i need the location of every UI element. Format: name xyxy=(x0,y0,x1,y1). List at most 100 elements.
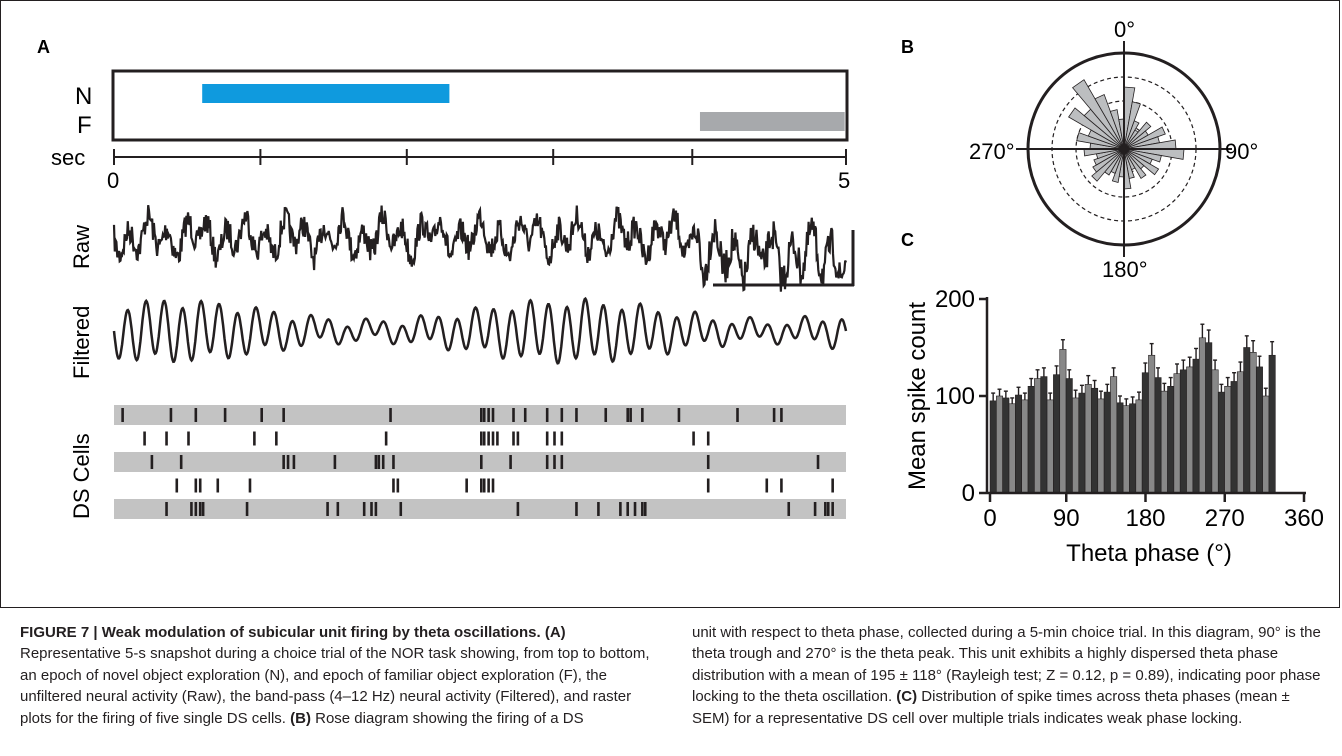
epoch-bars xyxy=(202,84,844,131)
spike-count-bar xyxy=(1168,386,1174,493)
spike-tick xyxy=(253,432,256,446)
spike-count-bar xyxy=(990,401,996,493)
spike-tick xyxy=(509,455,512,469)
spike-count-bar xyxy=(1117,403,1123,493)
spike-count-bar xyxy=(1110,377,1116,493)
spike-tick xyxy=(480,432,483,446)
spike-tick xyxy=(202,502,205,516)
spike-count-bar xyxy=(1212,370,1218,493)
spike-tick xyxy=(736,408,739,422)
spike-count-bar xyxy=(1009,404,1015,493)
spike-tick xyxy=(817,455,820,469)
spike-tick xyxy=(575,408,578,422)
spike-tick xyxy=(480,408,483,422)
spike-count-bar xyxy=(1269,355,1275,493)
rose-label-90: 90° xyxy=(1225,139,1258,164)
spike-tick xyxy=(575,502,578,516)
spike-count-bar xyxy=(1072,398,1078,493)
x-axis-label: Theta phase (°) xyxy=(1066,540,1232,567)
caption-tag-a: (A) xyxy=(545,624,566,641)
spike-tick xyxy=(629,408,632,422)
spike-count-chart: 01002000 90 180 270 360 xyxy=(935,286,1324,532)
spike-tick xyxy=(483,479,486,493)
spike-tick xyxy=(246,502,249,516)
y-tick-label: 100 xyxy=(935,383,975,410)
spike-count-bar xyxy=(1047,400,1053,493)
x-tick-label: 90 xyxy=(1053,505,1080,532)
caption-tag-b: (B) xyxy=(290,710,311,727)
spike-count-bar xyxy=(1193,359,1199,493)
epoch-label-f: F xyxy=(77,112,92,139)
x-tick-label: 180 xyxy=(1125,505,1165,532)
spike-count-bar xyxy=(1250,352,1256,493)
rose-label-180: 180° xyxy=(1102,257,1148,282)
spike-count-bar xyxy=(1098,399,1104,493)
spike-tick xyxy=(480,455,483,469)
spike-count-bar xyxy=(1085,384,1091,493)
spike-tick xyxy=(626,502,629,516)
spike-tick xyxy=(121,408,124,422)
spike-tick xyxy=(641,408,644,422)
spike-tick xyxy=(512,408,515,422)
spike-tick xyxy=(678,408,681,422)
spike-count-bar xyxy=(1206,343,1212,493)
spike-count-bar xyxy=(1028,386,1034,493)
spike-tick xyxy=(195,502,198,516)
time-axis-label: sec xyxy=(51,145,85,170)
figure-caption: FIGURE 7 | Weak modulation of subicular … xyxy=(20,622,1322,729)
raster-row-band xyxy=(114,499,846,519)
spike-tick xyxy=(814,502,817,516)
spike-tick xyxy=(151,455,154,469)
spike-tick xyxy=(773,408,776,422)
spike-tick xyxy=(363,502,366,516)
spike-tick xyxy=(483,432,486,446)
spike-tick xyxy=(392,479,395,493)
spike-count-bar xyxy=(1142,373,1148,493)
spike-tick xyxy=(824,502,827,516)
x-tick-label: 270 xyxy=(1205,505,1245,532)
spike-count-bar xyxy=(1053,375,1059,493)
spike-tick xyxy=(780,408,783,422)
spike-tick xyxy=(260,408,263,422)
filtered-trace-label: Filtered xyxy=(69,306,94,379)
spike-count-bar xyxy=(1231,381,1237,493)
spike-tick xyxy=(180,455,183,469)
caption-text-b1: Rose diagram showing the firing of a DS xyxy=(311,710,584,727)
spike-tick xyxy=(337,502,340,516)
spike-count-bar xyxy=(1244,348,1250,494)
spike-count-bar xyxy=(1155,378,1161,493)
spike-tick xyxy=(597,502,600,516)
filtered-trace xyxy=(114,299,846,364)
spike-tick xyxy=(199,502,202,516)
spike-tick xyxy=(375,455,378,469)
spike-tick xyxy=(392,455,395,469)
spike-tick xyxy=(707,432,710,446)
spike-tick xyxy=(831,479,834,493)
spike-tick xyxy=(282,408,285,422)
panel-c-label: C xyxy=(901,230,914,250)
spike-count-bar xyxy=(1129,404,1135,493)
spike-tick xyxy=(275,432,278,446)
spike-count-bar xyxy=(1003,398,1009,493)
spike-tick xyxy=(382,455,385,469)
y-tick-label: 200 xyxy=(935,286,975,313)
panel-a-label: A xyxy=(37,37,50,57)
spike-tick xyxy=(480,479,483,493)
spike-tick xyxy=(517,432,520,446)
spike-tick xyxy=(780,479,783,493)
spike-count-bar xyxy=(1015,395,1021,493)
spike-tick xyxy=(165,432,168,446)
panel-b-label: B xyxy=(901,37,914,57)
spike-tick xyxy=(175,479,178,493)
spike-tick xyxy=(517,502,520,516)
spike-tick xyxy=(465,479,468,493)
spike-tick xyxy=(707,455,710,469)
spike-tick xyxy=(249,479,252,493)
spike-count-bar xyxy=(1022,400,1028,493)
spike-count-bar xyxy=(1034,379,1040,493)
spike-tick xyxy=(187,432,190,446)
spike-tick xyxy=(787,502,790,516)
filtered-trace-line xyxy=(114,299,846,364)
spike-tick xyxy=(487,408,490,422)
spike-count-bar xyxy=(1149,355,1155,493)
